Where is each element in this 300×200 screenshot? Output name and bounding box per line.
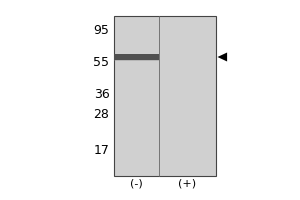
Text: 55: 55: [94, 56, 109, 70]
Text: 17: 17: [94, 144, 109, 158]
Text: (+): (+): [178, 178, 196, 188]
Polygon shape: [218, 52, 227, 62]
Bar: [114, 54, 159, 60]
Bar: [114, 16, 216, 176]
Text: 36: 36: [94, 88, 109, 102]
Text: (-): (-): [130, 178, 143, 188]
Bar: [114, 60, 159, 61]
Text: 95: 95: [94, 24, 109, 38]
Text: 28: 28: [94, 108, 109, 121]
